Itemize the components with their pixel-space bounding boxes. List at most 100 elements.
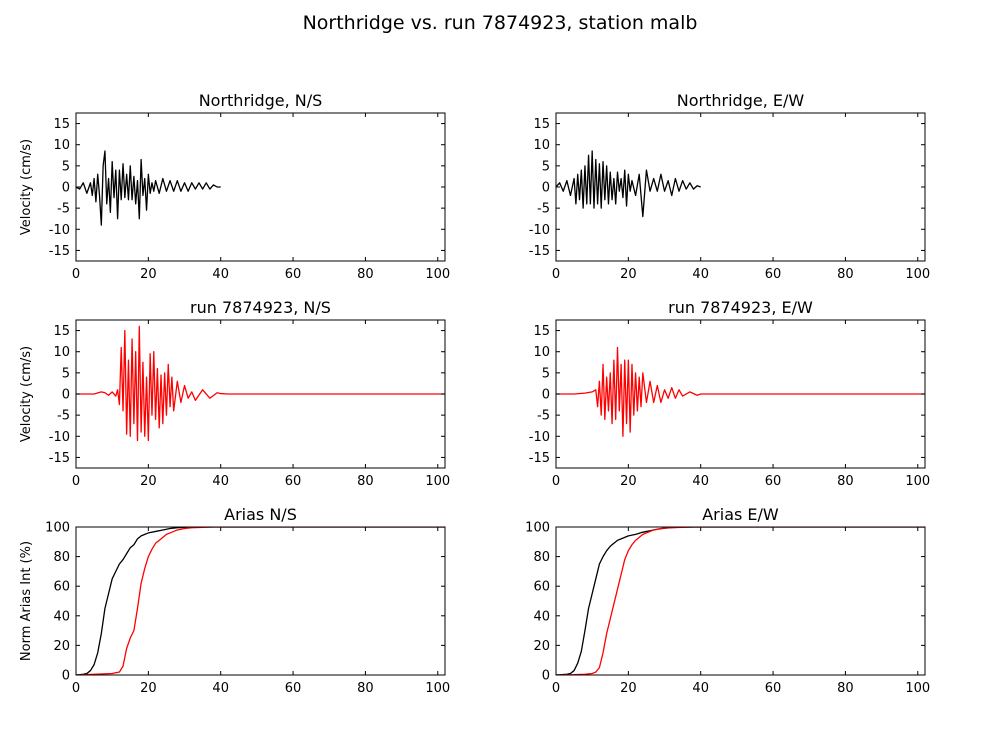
x-tick-label: 40 bbox=[692, 681, 709, 696]
y-tick-label: 5 bbox=[62, 159, 70, 174]
x-tick-label: 40 bbox=[212, 681, 229, 696]
y-tick-label: 80 bbox=[53, 550, 70, 565]
y-tick-label: 5 bbox=[542, 159, 550, 174]
x-tick-label: 60 bbox=[285, 474, 302, 489]
y-tick-label: 5 bbox=[542, 366, 550, 381]
x-tick-label: 80 bbox=[357, 474, 374, 489]
x-tick-label: 100 bbox=[425, 267, 450, 282]
y-tick-label: 40 bbox=[53, 609, 70, 624]
y-tick-label: 80 bbox=[533, 550, 550, 565]
y-tick-label: 60 bbox=[533, 580, 550, 595]
x-tick-label: 0 bbox=[552, 267, 560, 282]
x-tick-label: 100 bbox=[905, 474, 930, 489]
y-tick-label: -10 bbox=[49, 223, 70, 238]
x-tick-label: 80 bbox=[357, 681, 374, 696]
x-tick-label: 100 bbox=[425, 474, 450, 489]
y-tick-label: 0 bbox=[542, 669, 550, 684]
y-tick-label: -15 bbox=[49, 451, 70, 466]
y-tick-label: -15 bbox=[49, 244, 70, 259]
series-line-observed bbox=[556, 150, 701, 218]
panel-arias-ns: 0 20 40 60 80 100 0 20 40 60 80 100 Arias N/S Norm Ar… bbox=[19, 505, 450, 696]
panel-title: Northridge, N/S bbox=[199, 91, 323, 110]
y-tick-label: 100 bbox=[45, 521, 70, 536]
x-tick-label: 60 bbox=[765, 267, 782, 282]
y-tick-label: 10 bbox=[533, 345, 550, 360]
x-tick-label: 20 bbox=[140, 681, 157, 696]
panel-arias-ew: 0 20 40 60 80 100 0 20 40 60 80 100 Arias E/W bbox=[525, 505, 930, 696]
series-line-simulated bbox=[76, 527, 445, 675]
panel-vel-ns-obs: 0 20 40 60 80 100 -15 -10 -5 0 5 10 15 Northridge, N/… bbox=[19, 91, 450, 282]
y-tick-label: -5 bbox=[57, 409, 70, 424]
series-line-simulated bbox=[556, 527, 925, 675]
x-tick-label: 40 bbox=[212, 267, 229, 282]
x-tick-label: 40 bbox=[212, 474, 229, 489]
y-tick-label: 60 bbox=[53, 580, 70, 595]
x-tick-label: 60 bbox=[285, 267, 302, 282]
y-axis-label: Norm Arias Int (%) bbox=[19, 541, 34, 661]
y-tick-label: 20 bbox=[533, 639, 550, 654]
y-tick-label: -10 bbox=[529, 430, 550, 445]
x-tick-label: 80 bbox=[837, 681, 854, 696]
x-tick-label: 60 bbox=[765, 474, 782, 489]
x-tick-label: 40 bbox=[692, 474, 709, 489]
x-tick-label: 60 bbox=[285, 681, 302, 696]
panel-vel-ew-obs: 0 20 40 60 80 100 -15 -10 -5 0 5 10 15 Northridge, E/… bbox=[529, 91, 930, 282]
y-tick-label: 10 bbox=[53, 138, 70, 153]
panel-vel-ew-sim: 0 20 40 60 80 100 -15 -10 -5 0 5 10 15 run 7874923, E… bbox=[529, 298, 930, 489]
y-tick-label: 0 bbox=[62, 388, 70, 403]
x-tick-label: 100 bbox=[425, 681, 450, 696]
x-tick-label: 20 bbox=[140, 267, 157, 282]
series-line-observed bbox=[76, 150, 221, 226]
y-tick-label: 10 bbox=[533, 138, 550, 153]
y-tick-label: 10 bbox=[53, 345, 70, 360]
y-tick-label: -5 bbox=[537, 202, 550, 217]
y-tick-label: 5 bbox=[62, 366, 70, 381]
x-tick-label: 20 bbox=[140, 474, 157, 489]
x-tick-label: 0 bbox=[552, 681, 560, 696]
y-tick-label: 0 bbox=[542, 181, 550, 196]
y-tick-label: 100 bbox=[525, 521, 550, 536]
axes-frame bbox=[555, 526, 926, 676]
x-tick-label: 80 bbox=[357, 267, 374, 282]
y-axis-label: Velocity (cm/s) bbox=[19, 346, 34, 442]
y-tick-label: 0 bbox=[542, 388, 550, 403]
panel-title: Northridge, E/W bbox=[677, 91, 805, 110]
panel-title: run 7874923, E/W bbox=[668, 298, 813, 317]
x-tick-label: 100 bbox=[905, 267, 930, 282]
x-tick-label: 60 bbox=[765, 681, 782, 696]
x-tick-label: 80 bbox=[837, 267, 854, 282]
x-tick-label: 40 bbox=[692, 267, 709, 282]
x-tick-label: 0 bbox=[72, 267, 80, 282]
panel-title: run 7874923, N/S bbox=[190, 298, 331, 317]
y-tick-label: 20 bbox=[53, 639, 70, 654]
x-tick-label: 20 bbox=[620, 267, 637, 282]
series-line-observed bbox=[76, 527, 445, 675]
axes-frame bbox=[75, 526, 446, 676]
x-tick-label: 20 bbox=[620, 474, 637, 489]
x-tick-label: 100 bbox=[905, 681, 930, 696]
figure-title: Northridge vs. run 7874923, station malb bbox=[303, 12, 698, 34]
y-tick-label: 15 bbox=[53, 324, 70, 339]
panel-title: Arias E/W bbox=[702, 505, 779, 524]
y-tick-label: 0 bbox=[62, 669, 70, 684]
y-tick-label: 15 bbox=[533, 324, 550, 339]
panel-vel-ns-sim: 0 20 40 60 80 100 -15 -10 -5 0 5 10 15 run 7874923, N… bbox=[19, 298, 450, 489]
y-tick-label: -15 bbox=[529, 244, 550, 259]
y-axis-label: Velocity (cm/s) bbox=[19, 139, 34, 235]
y-tick-label: 15 bbox=[53, 117, 70, 132]
series-line-simulated bbox=[556, 346, 925, 437]
y-tick-label: -10 bbox=[49, 430, 70, 445]
x-tick-label: 0 bbox=[72, 681, 80, 696]
panel-title: Arias N/S bbox=[224, 505, 297, 524]
x-tick-label: 0 bbox=[552, 474, 560, 489]
x-tick-label: 20 bbox=[620, 681, 637, 696]
y-tick-label: -5 bbox=[537, 409, 550, 424]
x-tick-label: 80 bbox=[837, 474, 854, 489]
y-tick-label: -15 bbox=[529, 451, 550, 466]
y-tick-label: 15 bbox=[533, 117, 550, 132]
y-tick-label: 0 bbox=[62, 181, 70, 196]
y-tick-label: -10 bbox=[529, 223, 550, 238]
x-tick-label: 0 bbox=[72, 474, 80, 489]
